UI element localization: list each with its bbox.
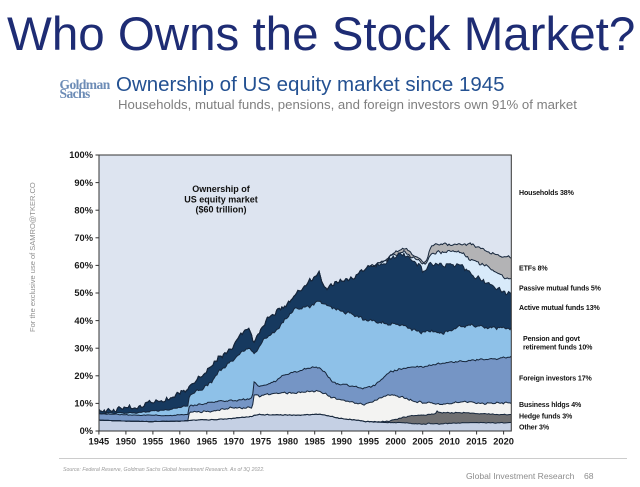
svg-text:retirement funds 10%: retirement funds 10% — [523, 345, 593, 352]
svg-text:90%: 90% — [74, 178, 93, 188]
svg-text:Households 38%: Households 38% — [519, 190, 575, 197]
svg-text:1995: 1995 — [358, 437, 379, 447]
svg-text:2010: 2010 — [439, 437, 460, 447]
svg-text:1955: 1955 — [143, 437, 164, 447]
svg-text:60%: 60% — [74, 261, 93, 271]
svg-text:80%: 80% — [74, 205, 93, 215]
svg-text:Foreign investors 17%: Foreign investors 17% — [519, 376, 593, 383]
svg-text:70%: 70% — [74, 233, 93, 243]
svg-text:Hedge funds 3%: Hedge funds 3% — [519, 414, 573, 421]
svg-text:100%: 100% — [69, 150, 94, 160]
svg-text:2005: 2005 — [412, 437, 433, 447]
svg-text:2000: 2000 — [385, 437, 406, 447]
svg-text:Active mutual funds 13%: Active mutual funds 13% — [519, 305, 601, 312]
svg-text:0%: 0% — [80, 426, 94, 436]
svg-text:($60 trillion): ($60 trillion) — [195, 205, 246, 215]
svg-text:20%: 20% — [74, 371, 93, 381]
svg-text:1960: 1960 — [169, 437, 190, 447]
svg-text:1965: 1965 — [196, 437, 217, 447]
svg-text:US equity market: US equity market — [184, 194, 258, 204]
svg-text:50%: 50% — [74, 288, 93, 298]
svg-text:ETFs 8%: ETFs 8% — [519, 266, 548, 273]
svg-text:1945: 1945 — [89, 437, 110, 447]
svg-text:Business hldgs 4%: Business hldgs 4% — [519, 402, 582, 409]
svg-text:1970: 1970 — [223, 437, 244, 447]
svg-text:2015: 2015 — [466, 437, 487, 447]
svg-text:1990: 1990 — [331, 437, 352, 447]
svg-text:10%: 10% — [74, 399, 93, 409]
svg-text:Ownership of: Ownership of — [192, 184, 251, 194]
svg-text:Other 3%: Other 3% — [519, 425, 550, 432]
svg-text:1985: 1985 — [304, 437, 325, 447]
svg-text:1975: 1975 — [250, 437, 271, 447]
svg-text:1980: 1980 — [277, 437, 298, 447]
svg-text:Pension and govt: Pension and govt — [523, 336, 581, 343]
svg-text:1950: 1950 — [116, 437, 137, 447]
svg-text:30%: 30% — [74, 343, 93, 353]
svg-text:40%: 40% — [74, 316, 93, 326]
svg-text:2020: 2020 — [493, 437, 514, 447]
svg-text:Passive mutual funds 5%: Passive mutual funds 5% — [519, 286, 602, 293]
